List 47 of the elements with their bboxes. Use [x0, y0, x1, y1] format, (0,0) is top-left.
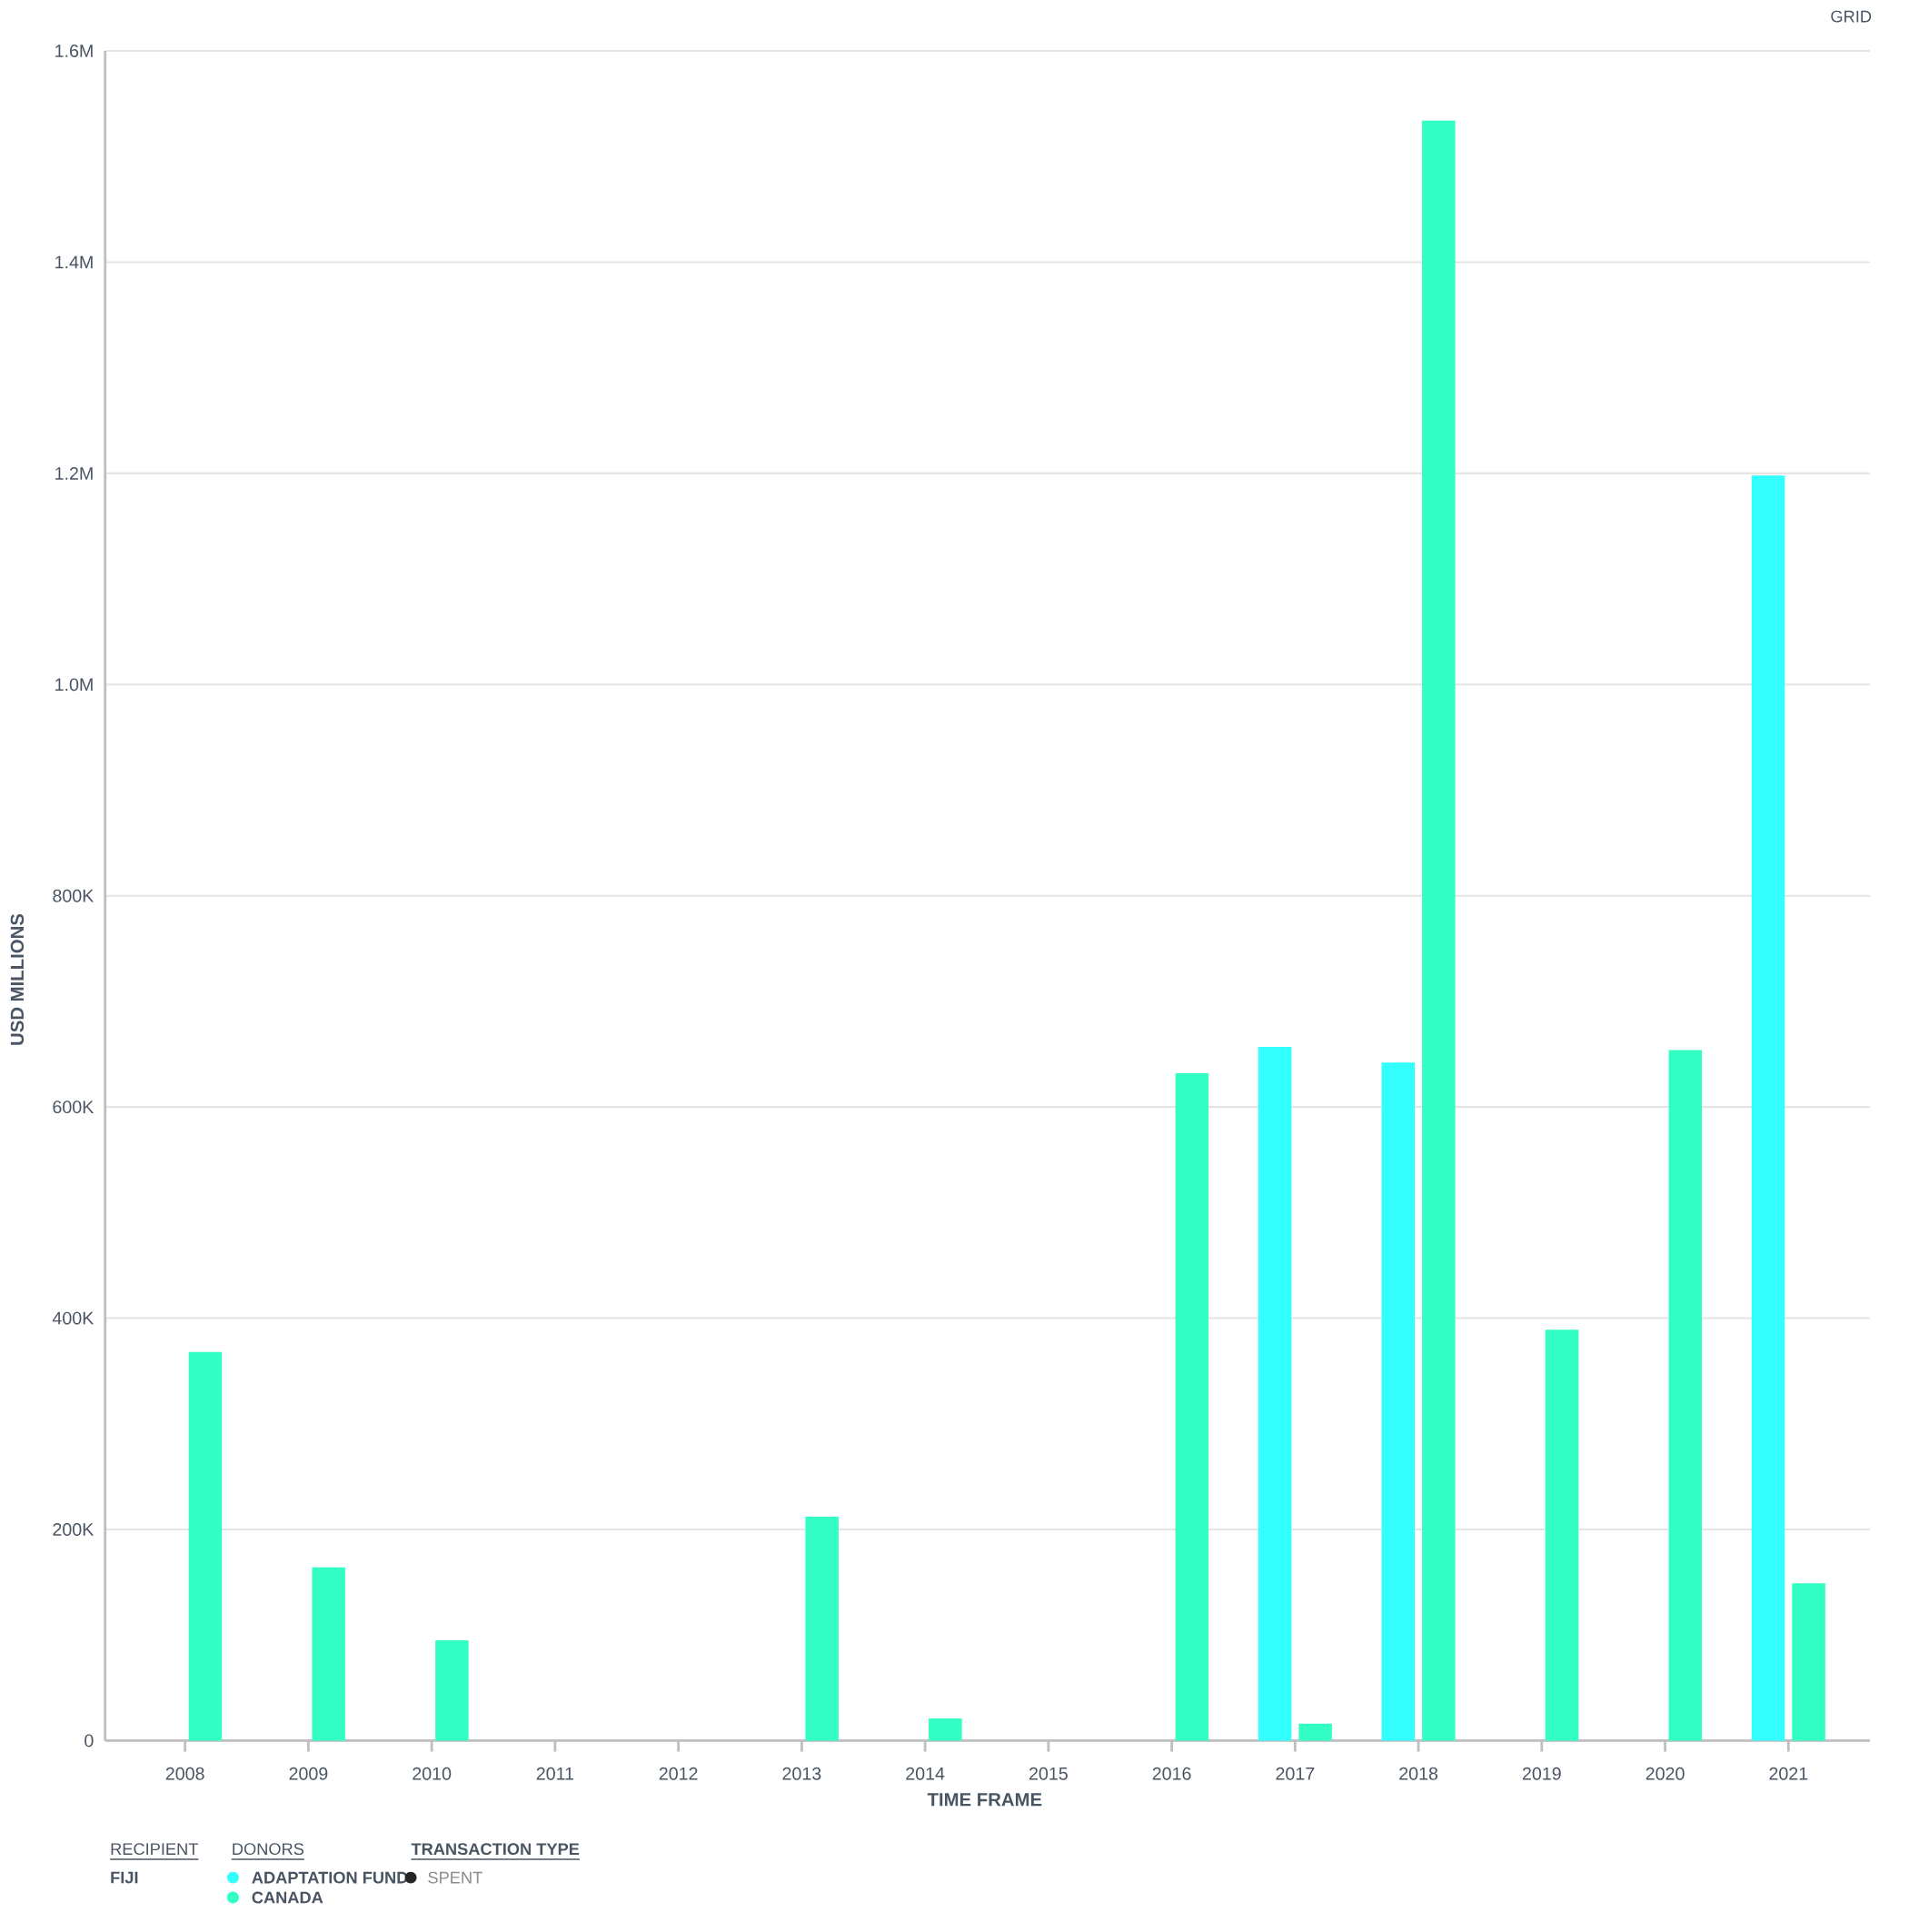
y-tick-label: 800K — [53, 889, 94, 902]
y-tick-label: 1.4M — [55, 255, 93, 269]
bar — [1422, 120, 1456, 1741]
legend-label: CANADA — [252, 1891, 323, 1904]
bar — [312, 1567, 346, 1741]
bar — [1792, 1583, 1825, 1741]
x-tick-label: 2021 — [1769, 1767, 1808, 1780]
bar — [435, 1640, 469, 1741]
x-tick-label: 2020 — [1646, 1767, 1685, 1780]
legend-title: DONORS — [233, 1843, 304, 1856]
bar — [1751, 475, 1785, 1741]
bar — [1258, 1046, 1292, 1741]
x-tick-label: 2010 — [413, 1767, 452, 1780]
bar — [1175, 1072, 1209, 1741]
x-tick-label: 2012 — [659, 1767, 698, 1780]
x-tick-label: 2017 — [1276, 1767, 1315, 1780]
y-tick-label: 200K — [53, 1523, 94, 1536]
x-tick-label: 2019 — [1523, 1767, 1561, 1780]
y-axis-title: USD MILLIONS — [10, 913, 25, 1045]
x-tick-label: 2013 — [782, 1767, 821, 1780]
y-tick-label: 1.0M — [55, 678, 93, 692]
text: GRID — [1831, 10, 1872, 23]
y-tick-label: 600K — [53, 1100, 94, 1114]
x-tick-label: 2008 — [165, 1767, 204, 1780]
bar — [1545, 1329, 1579, 1741]
y-tick-label: 1.2M — [55, 467, 93, 480]
y-tick-label: 1.6M — [55, 45, 93, 57]
legend-label: ADAPTATION FUND — [252, 1871, 408, 1884]
text: FIJI — [111, 1871, 138, 1884]
x-tick-label: 2009 — [289, 1767, 328, 1780]
bar — [929, 1718, 962, 1741]
y-tick-label: 400K — [53, 1311, 94, 1325]
bar — [1298, 1723, 1332, 1741]
x-tick-label: 2015 — [1029, 1767, 1069, 1780]
bar — [188, 1351, 223, 1741]
x-tick-label: 2014 — [906, 1767, 945, 1780]
bar — [1668, 1050, 1703, 1741]
bar — [1381, 1062, 1416, 1741]
x-tick-label: 2016 — [1152, 1767, 1191, 1780]
text: SPENT — [428, 1871, 482, 1884]
text: RECIPIENT — [111, 1843, 199, 1856]
text: TRANSACTION TYPE — [411, 1843, 580, 1856]
x-tick-label: 2018 — [1399, 1767, 1438, 1780]
x-tick-label: 2011 — [536, 1767, 574, 1780]
x-axis-title: TIME FRAME — [927, 1793, 1042, 1807]
y-tick-label: 0 — [85, 1734, 94, 1748]
bar — [805, 1517, 840, 1741]
